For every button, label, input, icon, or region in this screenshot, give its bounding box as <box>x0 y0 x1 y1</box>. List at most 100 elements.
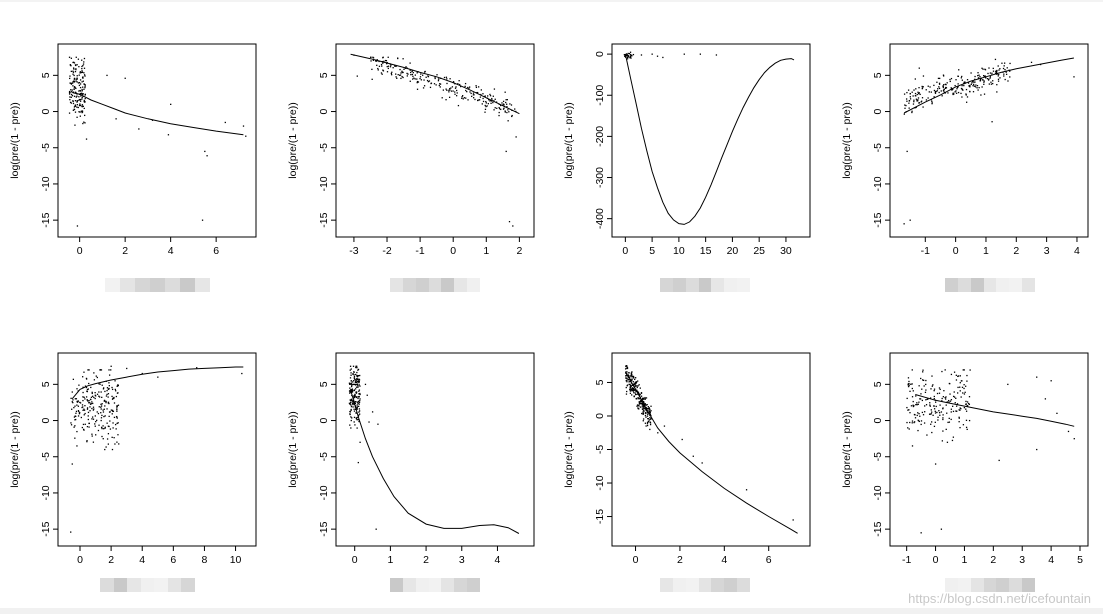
data-point <box>390 74 393 76</box>
data-point <box>648 410 650 412</box>
outlier-point <box>1036 448 1038 451</box>
data-point <box>350 382 353 384</box>
data-point <box>353 416 356 419</box>
data-point <box>956 86 959 89</box>
data-point <box>356 427 358 429</box>
data-point <box>967 82 970 84</box>
data-point <box>350 409 352 412</box>
outlier-point <box>368 421 370 423</box>
data-point <box>82 86 84 88</box>
data-point <box>382 70 385 72</box>
data-point <box>75 398 78 400</box>
y-tick-label: 0 <box>40 417 52 423</box>
data-point <box>80 95 82 97</box>
data-point <box>459 83 461 86</box>
data-point <box>76 104 78 106</box>
data-point <box>911 91 913 93</box>
data-point <box>644 403 646 406</box>
data-point <box>959 407 961 409</box>
y-tick-label: -15 <box>872 521 884 536</box>
data-point <box>104 390 106 393</box>
data-point <box>942 408 944 410</box>
data-point <box>934 410 936 412</box>
data-point <box>1006 67 1008 69</box>
outlier-point <box>683 53 685 55</box>
data-point <box>101 403 103 405</box>
data-point <box>465 97 467 99</box>
data-point <box>950 408 953 410</box>
outlier-point <box>515 136 517 138</box>
data-point <box>480 93 482 96</box>
outlier-point <box>196 367 198 369</box>
data-point <box>915 395 917 397</box>
data-point <box>354 424 356 426</box>
data-point <box>108 374 111 376</box>
data-point <box>923 385 925 387</box>
obscured-xlabel-7 <box>660 578 750 592</box>
data-point <box>931 100 933 102</box>
data-point <box>414 78 416 80</box>
data-point <box>111 395 113 398</box>
blur-cell <box>672 278 686 292</box>
data-point <box>973 85 976 87</box>
blur-cell <box>737 578 750 592</box>
data-point <box>350 408 352 411</box>
data-point <box>72 102 75 105</box>
data-point <box>636 389 638 392</box>
data-point <box>80 416 83 419</box>
data-point <box>976 87 978 89</box>
data-point <box>995 71 998 73</box>
data-point <box>626 366 629 369</box>
data-point <box>109 420 111 422</box>
data-point <box>496 107 498 109</box>
data-point <box>79 111 81 113</box>
data-point <box>918 92 920 94</box>
data-point <box>633 389 635 391</box>
data-point <box>348 382 351 384</box>
data-point <box>86 388 89 391</box>
data-point <box>646 421 649 424</box>
data-point <box>938 412 941 414</box>
bottom-border <box>0 608 1103 614</box>
data-point <box>493 109 495 111</box>
data-point <box>492 101 494 104</box>
smooth-curve <box>624 53 795 225</box>
data-point <box>108 382 110 384</box>
data-point <box>350 427 352 429</box>
data-point <box>938 91 940 94</box>
data-point <box>351 384 353 386</box>
data-point <box>996 91 998 93</box>
data-point <box>635 385 637 387</box>
data-point <box>640 400 643 403</box>
outlier-point <box>1056 412 1058 414</box>
data-point <box>430 82 433 84</box>
data-point <box>992 67 994 70</box>
data-point <box>73 426 75 428</box>
data-point <box>117 404 120 406</box>
data-point <box>973 81 975 83</box>
data-point <box>93 372 95 374</box>
data-point <box>69 77 71 80</box>
data-point <box>960 396 962 398</box>
plot-frame <box>611 352 811 547</box>
data-point <box>636 393 638 396</box>
data-point <box>642 407 645 409</box>
x-tick-label: 4 <box>168 245 174 257</box>
data-point <box>70 82 72 84</box>
data-point <box>96 376 98 379</box>
data-point <box>966 374 968 377</box>
data-point <box>983 93 986 95</box>
data-point <box>351 383 353 385</box>
data-point <box>949 80 951 83</box>
data-point <box>456 89 458 92</box>
data-point <box>358 420 360 423</box>
data-point <box>921 85 923 88</box>
data-point <box>105 395 108 397</box>
data-point <box>352 373 354 375</box>
data-point <box>942 75 945 77</box>
data-point <box>972 85 974 87</box>
data-point <box>85 377 88 380</box>
data-point <box>938 387 941 389</box>
data-point <box>94 397 96 400</box>
data-point <box>446 89 448 91</box>
